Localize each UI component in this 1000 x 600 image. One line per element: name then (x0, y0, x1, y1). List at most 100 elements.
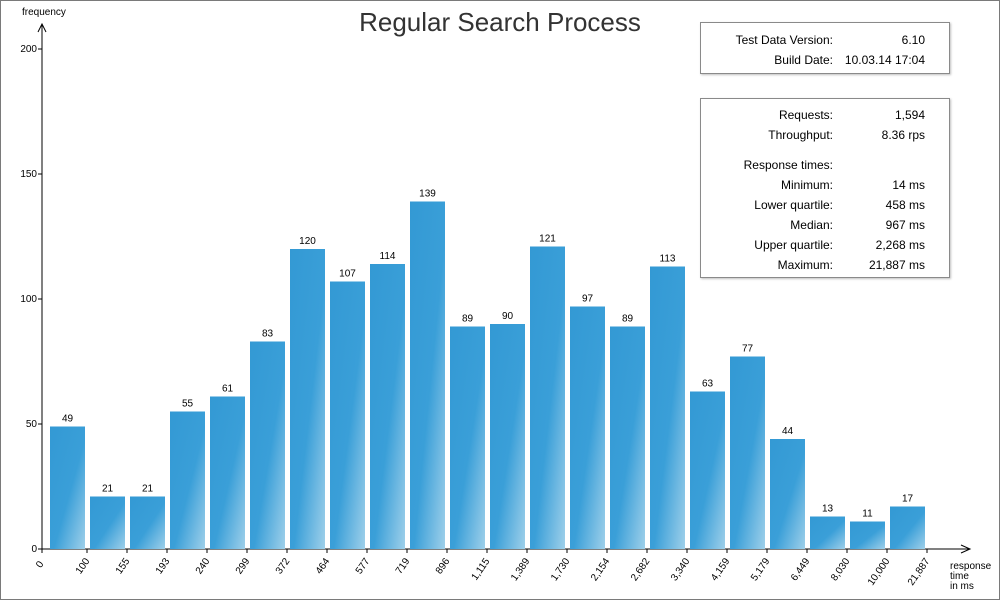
build-date-row: Build Date: 10.03.14 17:04 (701, 53, 949, 69)
stats-row: Median: 967 ms (701, 218, 949, 234)
y-ticks: 0 50 100 150 200 (20, 44, 42, 555)
bar (770, 439, 805, 549)
x-tick-label: 193 (154, 556, 173, 576)
bar-value-label: 17 (902, 494, 914, 505)
bar (610, 326, 645, 549)
bar (690, 391, 725, 549)
bar-value-label: 83 (262, 329, 274, 340)
maximum-label: Maximum: (777, 258, 833, 272)
stats-row: Maximum: 21,887 ms (701, 258, 949, 274)
bar-value-label: 49 (62, 414, 74, 425)
bar (330, 281, 365, 549)
maximum-value: 21,887 ms (868, 258, 925, 272)
stats-row: Requests: 1,594 (701, 108, 949, 124)
bar (650, 266, 685, 549)
x-tick-label: 464 (314, 556, 333, 576)
upper-quartile-label: Upper quartile: (754, 238, 833, 252)
y-axis-label: frequency (22, 7, 66, 18)
x-tick-label: 8,030 (829, 556, 853, 583)
bar (210, 396, 245, 549)
stats-row: Throughput: 8.36 rps (701, 128, 949, 144)
bar (370, 264, 405, 549)
bar (570, 306, 605, 549)
x-tick-label: 299 (234, 556, 253, 576)
bar (490, 324, 525, 549)
x-axis-arrow (960, 544, 972, 554)
median-label: Median: (790, 218, 833, 232)
x-tick-label: 6,449 (789, 556, 813, 583)
requests-value: 1,594 (894, 108, 925, 122)
x-tick-label: 240 (194, 556, 213, 576)
x-tick-label: 1,389 (509, 556, 533, 583)
build-date-value: 10.03.14 17:04 (844, 53, 925, 67)
throughput-label: Throughput: (768, 128, 833, 142)
median-value: 967 ms (885, 218, 925, 232)
bar-value-label: 114 (380, 251, 396, 262)
x-tick-label: 577 (354, 556, 373, 576)
bar (850, 521, 885, 549)
lower-quartile-label: Lower quartile: (754, 198, 833, 212)
throughput-value: 8.36 rps (881, 128, 925, 142)
bar-value-label: 107 (339, 269, 356, 280)
bar (170, 411, 205, 549)
bar-value-label: 113 (660, 254, 676, 265)
x-tick-label: 3,340 (669, 556, 693, 583)
bar-value-label: 21 (102, 484, 114, 495)
bar (130, 496, 165, 549)
bar (250, 341, 285, 549)
bar-value-label: 121 (539, 234, 556, 245)
bar (450, 326, 485, 549)
y-tick-label: 0 (31, 544, 37, 555)
x-tick-label: 372 (274, 556, 293, 576)
bar-value-label: 44 (782, 426, 794, 437)
bar-value-label: 21 (142, 484, 154, 495)
response-times-label: Response times: (743, 158, 833, 172)
bar (290, 249, 325, 549)
x-tick-label: 5,179 (749, 556, 773, 583)
x-tick-label: 2,154 (589, 556, 613, 583)
bar-value-label: 97 (582, 294, 594, 305)
requests-label: Requests: (778, 108, 833, 122)
stats-row: Response times: (701, 158, 949, 174)
bar-value-label: 90 (502, 311, 514, 322)
bar-value-label: 13 (822, 504, 834, 515)
bar (890, 506, 925, 549)
y-axis-arrow (37, 22, 47, 33)
stats-info-box: Requests: 1,594 Throughput: 8.36 rps Res… (700, 98, 950, 278)
stats-row: Minimum: 14 ms (701, 178, 949, 194)
upper-quartile-value: 2,268 ms (875, 238, 925, 252)
version-label: Test Data Version: (735, 33, 833, 47)
x-tick-label: 21,887 (906, 556, 933, 588)
bar (730, 356, 765, 549)
x-tick-label: 719 (394, 556, 413, 576)
version-row: Test Data Version: 6.10 (701, 33, 949, 49)
x-axis-label-line-1: response (950, 561, 992, 572)
build-date-label: Build Date: (774, 53, 833, 67)
bar-value-label: 89 (462, 314, 474, 325)
x-tick-label: 1,730 (549, 556, 573, 583)
y-tick-label: 200 (20, 44, 37, 55)
x-axis-label-line-3: in ms (950, 581, 974, 592)
bar-value-label: 11 (862, 509, 873, 520)
bar-value-label: 63 (702, 379, 714, 390)
stats-row: Lower quartile: 458 ms (701, 198, 949, 214)
x-tick-label: 896 (434, 556, 453, 576)
lower-quartile-value: 458 ms (885, 198, 925, 212)
minimum-value: 14 ms (892, 178, 925, 192)
bar (50, 426, 85, 549)
bar-value-label: 61 (222, 384, 234, 395)
stats-row: Upper quartile: 2,268 ms (701, 238, 949, 254)
bar-value-label: 77 (742, 344, 754, 355)
x-tick-label: 4,159 (709, 556, 733, 583)
chart-title: Regular Search Process (359, 7, 641, 37)
bar-value-label: 139 (419, 189, 436, 200)
y-tick-label: 150 (20, 169, 37, 180)
minimum-label: Minimum: (780, 178, 833, 192)
bar (90, 496, 125, 549)
y-tick-label: 100 (20, 294, 37, 305)
x-tick-label: 2,682 (629, 556, 653, 583)
bar (410, 201, 445, 549)
y-tick-label: 50 (26, 419, 38, 430)
version-info-box: Test Data Version: 6.10 Build Date: 10.0… (700, 22, 950, 74)
bars: 49 21 21 55 61 83 120 107 114 139 89 90 121 97 89 113 63… (50, 189, 925, 549)
